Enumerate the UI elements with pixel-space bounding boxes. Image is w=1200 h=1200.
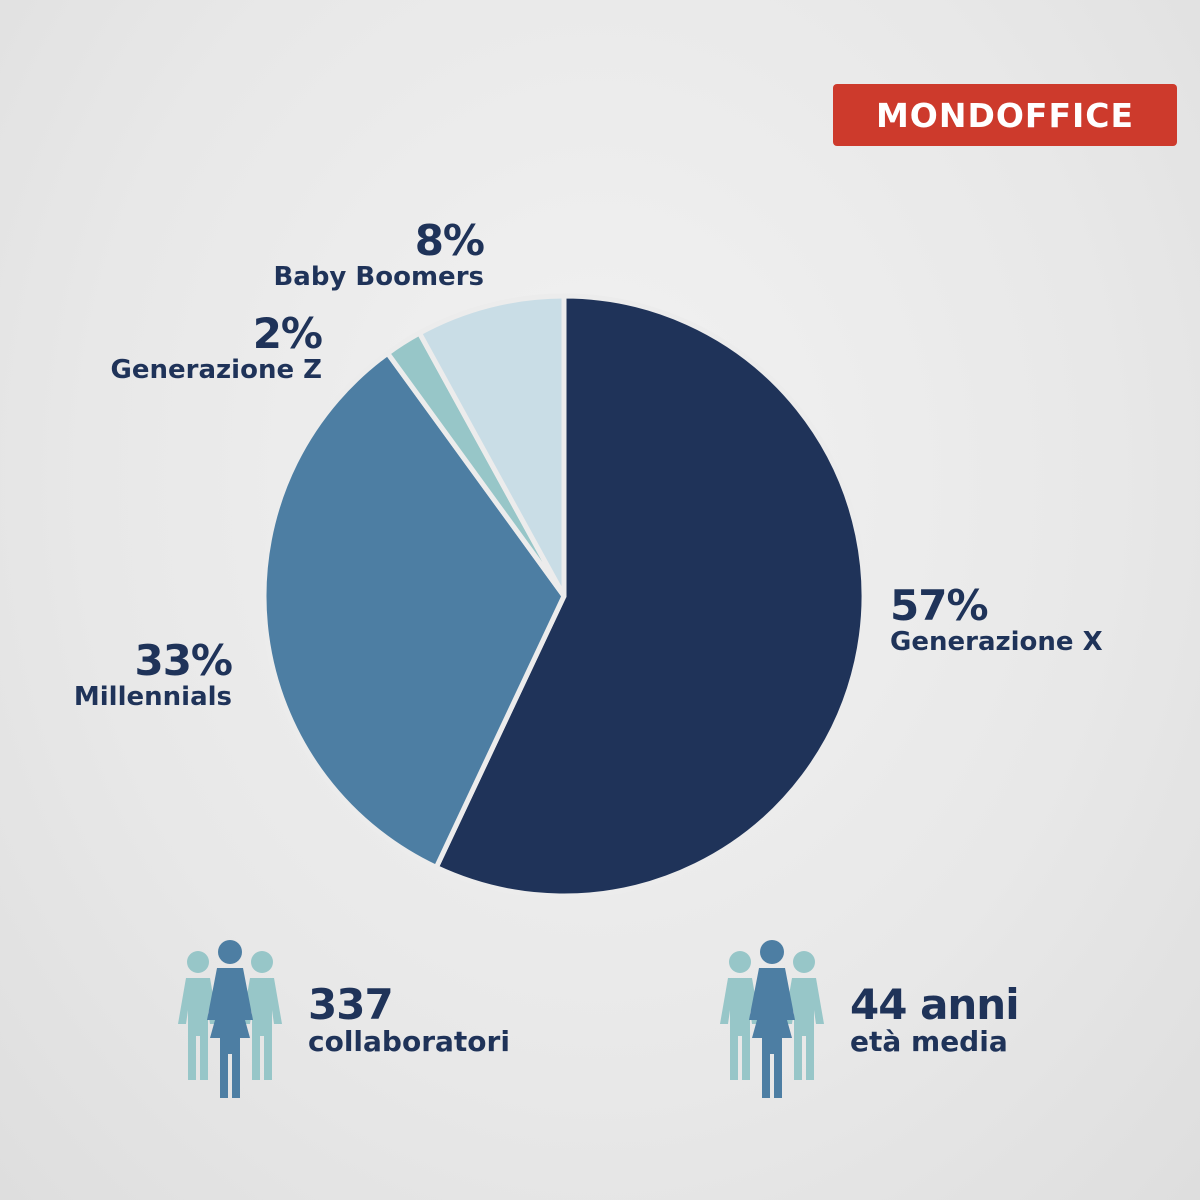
people-group-icon: [720, 940, 824, 1098]
age-value: 44 anni: [850, 980, 1020, 1029]
label-millennials: 33% Millennials: [73, 636, 233, 712]
pie-slice-millennials: [261, 350, 567, 870]
slice-value-label: 33%: [134, 636, 233, 685]
slice-value-label: 2%: [252, 309, 323, 358]
people-group-icon: [178, 940, 282, 1098]
label-generazione-z: 2% Generazione Z: [110, 309, 323, 385]
stat-employees: 337 collaboratori: [170, 940, 510, 1100]
employees-value: 337: [308, 980, 394, 1029]
pie-slice-baby-boomers: [416, 293, 567, 599]
pie-slice-generazione-x: [433, 293, 867, 899]
stat-age: 44 anni età media: [712, 940, 1020, 1100]
slice-name-label: Millennials: [73, 682, 232, 712]
slice-name-label: Generazione Z: [110, 355, 322, 385]
logo-text: mondoffice: [875, 95, 1135, 135]
age-label: età media: [850, 1025, 1008, 1058]
employees-label: collaboratori: [308, 1025, 510, 1058]
label-generazione-x: 57% Generazione X: [890, 581, 1103, 657]
label-baby-boomers: 8% Baby Boomers: [273, 216, 485, 292]
slice-name-label: Baby Boomers: [273, 262, 484, 292]
slice-value-label: 57%: [890, 581, 989, 630]
mondoffice-logo: mondoffice: [833, 84, 1177, 146]
slice-name-label: Generazione X: [890, 627, 1103, 657]
slice-value-label: 8%: [414, 216, 485, 265]
